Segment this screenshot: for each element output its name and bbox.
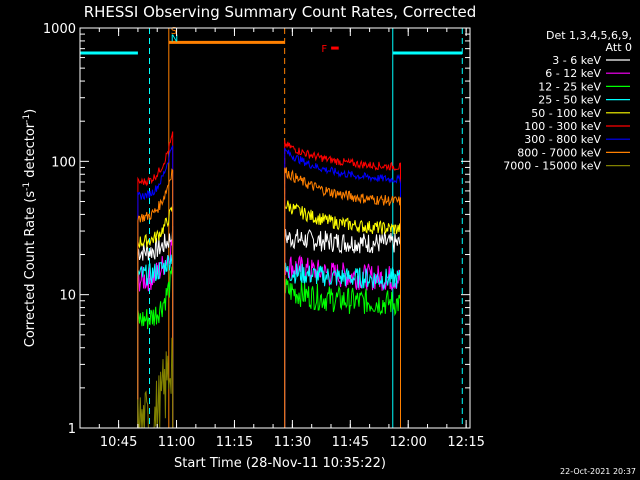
series-line-2-seg-1 (284, 278, 401, 428)
y-tick-label-0: 1 (68, 422, 76, 437)
y-axis-label: Corrected Count Rate (s-1 detector-1) (22, 109, 38, 347)
legend-label-1: 6 - 12 keV (545, 67, 601, 80)
legend-header-2: Att 0 (606, 41, 632, 54)
series-line-5-seg-1 (284, 140, 401, 428)
legend-label-6: 300 - 800 keV (524, 133, 601, 146)
x-tick-label-3: 11:30 (274, 435, 311, 450)
x-tick-label-1: 11:00 (158, 435, 195, 450)
series-line-6-seg-1 (284, 147, 401, 428)
x-tick-label-5: 12:00 (389, 435, 426, 450)
series-line-5-seg-0 (137, 131, 174, 428)
plot-area: SN F (79, 26, 463, 429)
y-axis: 1 10 100 1000 (43, 22, 470, 437)
legend-header-1: Det 1,3,4,5,6,9, (546, 29, 632, 42)
series-line-7-seg-1 (284, 167, 401, 428)
y-tick-label-2: 100 (51, 155, 76, 170)
plot-frame (79, 27, 471, 429)
y-axis-label-sup1: -1 (22, 182, 32, 191)
y-axis-label-mid: detector (23, 122, 38, 182)
series-line-3-seg-1 (284, 262, 401, 428)
series-line-2-seg-0 (137, 266, 174, 428)
series-line-0-seg-1 (284, 229, 401, 428)
legend-label-5: 100 - 300 keV (524, 120, 601, 133)
y-tick-label-1: 10 (59, 289, 76, 304)
series-line-3-seg-0 (137, 254, 174, 428)
series-line-4-seg-0 (137, 203, 174, 428)
series-line-4-seg-1 (284, 200, 401, 428)
legend-label-7: 800 - 7000 keV (517, 146, 601, 159)
legend-label-2: 12 - 25 keV (538, 80, 601, 93)
x-tick-label-2: 11:15 (216, 435, 253, 450)
series-line-8-seg-0 (137, 337, 174, 429)
flag-N: N (171, 34, 178, 45)
y-tick-label-3: 1000 (43, 22, 76, 37)
x-tick-label-6: 12:15 (447, 435, 484, 450)
series-line-6-seg-0 (137, 145, 174, 428)
legend-label-0: 3 - 6 keV (552, 54, 601, 67)
flag-S: S (171, 26, 177, 37)
y-axis-label-main: Corrected Count Rate (s (23, 191, 38, 348)
x-tick-label-4: 11:45 (332, 435, 369, 450)
legend-label-8: 7000 - 15000 keV (503, 160, 601, 173)
legend-label-3: 25 - 50 keV (538, 94, 601, 107)
timestamp: 22-Oct-2021 20:37 (560, 467, 636, 476)
y-axis-label-end: ) (23, 109, 38, 114)
series-line-7-seg-0 (137, 168, 174, 428)
x-axis: 10:45 11:00 11:15 11:30 11:45 12:00 12:15 (79, 28, 485, 450)
chart-title: RHESSI Observing Summary Count Rates, Co… (84, 3, 477, 21)
series-line-0-seg-0 (137, 225, 174, 428)
legend-label-4: 50 - 100 keV (531, 107, 601, 120)
flag-F: F (321, 44, 327, 55)
y-axis-label-sup2: -1 (22, 114, 32, 123)
x-tick-label-0: 10:45 (100, 435, 137, 450)
x-axis-label: Start Time (28-Nov-11 10:35:22) (174, 456, 386, 471)
